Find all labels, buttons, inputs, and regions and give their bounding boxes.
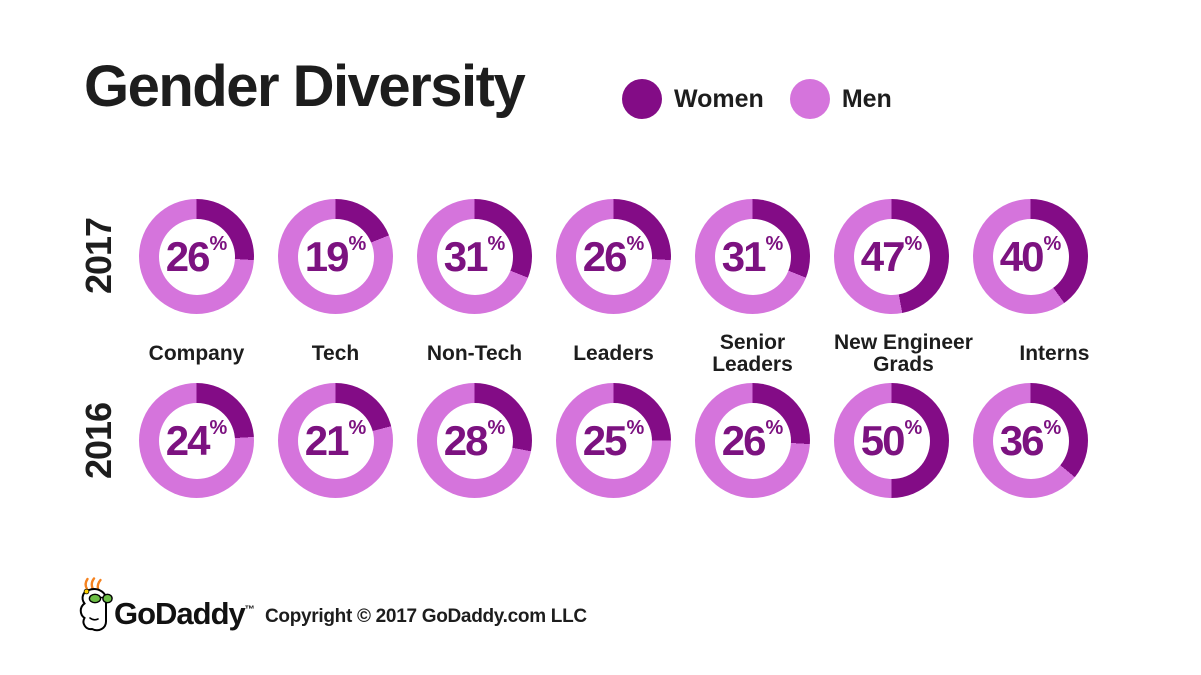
percent-sign: % [487, 417, 506, 439]
donut-value: 26% [158, 218, 235, 295]
percent-value: 21 [304, 416, 350, 464]
percent-value: 50 [860, 416, 906, 464]
copyright-text: Copyright © 2017 GoDaddy.com LLC [265, 606, 587, 627]
donut-row-2016: 24% 21% 28% 25% 26% 50% 36% [139, 383, 1088, 498]
percent-sign: % [1043, 417, 1062, 439]
women-color-dot-icon [622, 79, 662, 119]
percent-sign: % [765, 233, 784, 255]
donut-2017-tech: 19% [278, 199, 393, 314]
donut-2016-non-tech: 28% [417, 383, 532, 498]
donut-value: 21% [297, 402, 374, 479]
percent-sign: % [626, 417, 645, 439]
donut-2017-interns: 40% [973, 199, 1088, 314]
donut-2017-leaders: 26% [556, 199, 671, 314]
legend: Women Men [622, 79, 892, 119]
category-label-tech: Tech [311, 341, 360, 365]
category-label-senior-leaders: Senior Leaders [712, 330, 793, 376]
donut-value: 31% [714, 218, 791, 295]
percent-sign: % [348, 233, 367, 255]
trademark-symbol: ™ [244, 604, 255, 616]
page-title: Gender Diversity [84, 54, 526, 119]
category-label-non-tech: Non-Tech [426, 341, 523, 365]
percent-sign: % [487, 233, 506, 255]
year-label-2016: 2016 [78, 402, 119, 480]
percent-value: 26 [582, 232, 628, 280]
donut-2017-senior-leaders: 31% [695, 199, 810, 314]
percent-value: 25 [582, 416, 628, 464]
donut-2016-leaders: 25% [556, 383, 671, 498]
donut-value: 26% [575, 218, 652, 295]
legend-item-men: Men [789, 79, 892, 119]
percent-value: 31 [721, 232, 767, 280]
donut-value: 24% [158, 402, 235, 479]
men-color-dot-icon [789, 79, 830, 119]
percent-value: 40 [999, 232, 1045, 280]
godaddy-logo-text: GoDaddy [114, 596, 246, 631]
donut-2017-non-tech: 31% [417, 199, 532, 314]
donut-value: 19% [297, 218, 374, 295]
legend-item-women: Women [622, 79, 764, 119]
category-label-company: Company [148, 341, 245, 365]
percent-sign: % [626, 233, 645, 255]
category-label-leaders: Leaders [573, 341, 654, 365]
percent-value: 19 [304, 232, 350, 280]
donut-2016-company: 24% [139, 383, 254, 498]
percent-sign: % [209, 417, 228, 439]
donut-2017-new-engineer-grads: 47% [834, 199, 949, 314]
donut-value: 26% [714, 402, 791, 479]
percent-value: 31 [443, 232, 489, 280]
donut-2016-senior-leaders: 26% [695, 383, 810, 498]
percent-value: 36 [999, 416, 1045, 464]
godaddy-wordmark: GoDaddy™ [114, 598, 255, 629]
percent-value: 26 [165, 232, 211, 280]
legend-label-men: Men [841, 84, 892, 113]
percent-sign: % [904, 233, 923, 255]
percent-sign: % [904, 417, 923, 439]
donut-value: 28% [436, 402, 513, 479]
category-label-interns: Interns [1019, 341, 1090, 365]
donut-2016-tech: 21% [278, 383, 393, 498]
donut-value: 47% [853, 218, 930, 295]
percent-value: 26 [721, 416, 767, 464]
donut-value: 36% [992, 402, 1069, 479]
donut-2016-interns: 36% [973, 383, 1088, 498]
percent-sign: % [765, 417, 784, 439]
percent-value: 28 [443, 416, 489, 464]
percent-sign: % [1043, 233, 1062, 255]
category-label-new-engineer-grads: New Engineer Grads [834, 330, 973, 376]
donut-2017-company: 26% [139, 199, 254, 314]
year-label-2017: 2017 [78, 217, 119, 295]
legend-label-women: Women [674, 84, 764, 113]
donut-value: 50% [853, 402, 930, 479]
percent-sign: % [348, 417, 367, 439]
donut-value: 25% [575, 402, 652, 479]
donut-row-2017: 26% 19% 31% 26% 31% 47% 40% [139, 199, 1088, 314]
category-labels: Company Tech Non-Tech Leaders Senior Leaders N… [139, 330, 1090, 378]
percent-value: 47 [860, 232, 906, 280]
percent-sign: % [209, 233, 228, 255]
donut-value: 40% [992, 218, 1069, 295]
donut-2016-new-engineer-grads: 50% [834, 383, 949, 498]
donut-value: 31% [436, 218, 513, 295]
godaddy-mascot-icon [79, 577, 113, 632]
percent-value: 24 [165, 416, 211, 464]
